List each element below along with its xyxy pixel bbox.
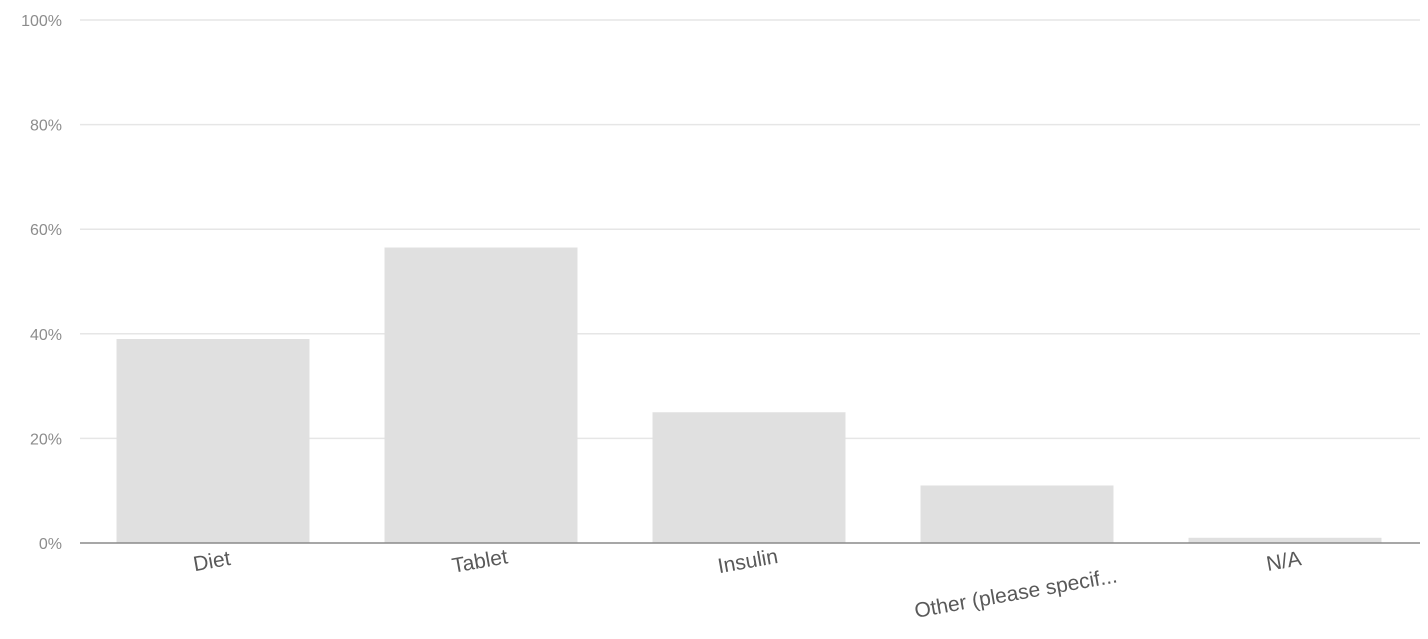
y-axis-tick-labels: 0% 20% 40% 60% 80% 100%	[21, 13, 62, 553]
x-category-label: Tablet	[450, 545, 509, 577]
x-category-label: N/A	[1265, 547, 1303, 576]
bars	[116, 247, 1382, 543]
y-tick-label: 0%	[39, 536, 62, 553]
x-category-label: Other (please specif...	[913, 564, 1119, 622]
bar	[920, 485, 1114, 543]
bar	[116, 339, 310, 543]
y-tick-label: 60%	[30, 222, 62, 239]
bar	[1188, 537, 1382, 543]
x-category-label: Insulin	[716, 545, 780, 578]
y-tick-label: 80%	[30, 118, 62, 135]
y-tick-label: 40%	[30, 327, 62, 344]
bar	[384, 247, 578, 543]
y-tick-label: 100%	[21, 13, 62, 30]
x-category-label: Diet	[191, 547, 232, 576]
gridlines	[80, 19, 1420, 440]
bar	[652, 412, 846, 543]
y-tick-label: 20%	[30, 431, 62, 448]
x-axis-category-labels: Diet Tablet Insulin Other (please specif...…	[191, 545, 1303, 623]
